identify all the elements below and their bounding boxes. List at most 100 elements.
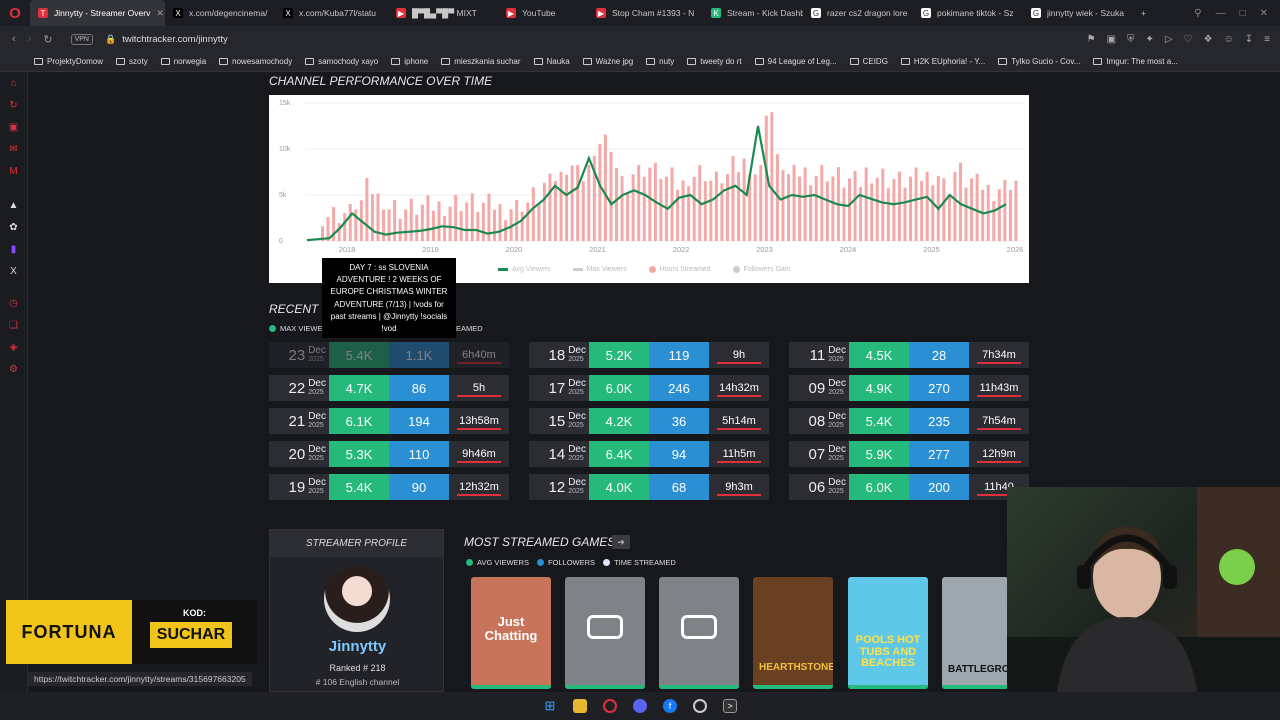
x-icon[interactable]: X: [10, 266, 17, 277]
wallet-icon[interactable]: ▣: [8, 122, 19, 133]
stream-row[interactable]: 22 Dec 2025 4.7K 86 5h: [269, 375, 509, 401]
game-card[interactable]: HEARTHSTONE: [753, 577, 833, 689]
bookmark-item[interactable]: nowesamochody: [219, 57, 292, 66]
stream-row[interactable]: 14 Dec 2025 6.4K 94 11h5m: [529, 441, 769, 467]
bookmark-item[interactable]: norwegia: [160, 57, 206, 66]
windows-start-icon[interactable]: ⊞: [544, 698, 556, 713]
stream-row[interactable]: 23 Dec 2025 5.4K 1.1K 6h40m: [269, 342, 509, 368]
stream-row[interactable]: 21 Dec 2025 6.1K 194 13h58m: [269, 408, 509, 434]
stream-followers: 110: [389, 441, 449, 467]
twitch-icon[interactable]: ▮: [10, 244, 17, 255]
bookmark-item[interactable]: iphone: [391, 57, 428, 66]
bookmark-item[interactable]: Ważne jpg: [582, 57, 633, 66]
tab-4[interactable]: ▶ YouTube: [498, 0, 588, 26]
forward-icon[interactable]: ›: [27, 33, 32, 45]
legend-avg-viewers[interactable]: Avg Viewers: [498, 266, 551, 273]
cube-icon[interactable]: ❏: [9, 320, 18, 331]
tab-close-icon[interactable]: ✕: [156, 7, 164, 18]
streamer-name[interactable]: Jinnytty: [328, 638, 387, 655]
bookmark-item[interactable]: tweety do rt: [687, 57, 742, 66]
stream-row[interactable]: 15 Dec 2025 4.2K 36 5h14m: [529, 408, 769, 434]
play-icon[interactable]: ▷: [1164, 33, 1173, 45]
legend-followers-gain[interactable]: Followers Gain: [732, 266, 790, 273]
hours-bar: [681, 180, 685, 241]
profile-icon[interactable]: ☺: [1223, 33, 1234, 45]
stream-row[interactable]: 12 Dec 2025 4.0K 68 9h3m: [529, 474, 769, 500]
discord-icon[interactable]: [633, 699, 647, 713]
bookmark-item[interactable]: mieszkania suchar: [441, 57, 521, 66]
gmail-icon[interactable]: M: [9, 166, 18, 177]
history-icon[interactable]: ↻: [9, 100, 18, 111]
legend-hours-streamed[interactable]: Hours Streamed: [648, 266, 711, 273]
games-more-button[interactable]: ➔: [612, 535, 630, 549]
terminal-icon[interactable]: >: [723, 699, 737, 713]
reload-icon[interactable]: ↻: [43, 33, 53, 46]
download-icon[interactable]: ↧: [1244, 33, 1254, 45]
snapshot-icon[interactable]: ▣: [1106, 33, 1117, 45]
game-card[interactable]: [565, 577, 645, 689]
bookmark-item[interactable]: Tylko Gucio - Cov...: [998, 57, 1080, 66]
home-icon[interactable]: ⌂: [10, 78, 17, 89]
bookmark-item[interactable]: ProjektyDomow: [34, 57, 103, 66]
stream-row[interactable]: 09 Dec 2025 4.9K 270 11h43m: [789, 375, 1029, 401]
performance-chart[interactable]: 0 5k 10k 15k 2018 2019 2020 2021 2022 2023 2024 202…: [269, 95, 1029, 283]
heart-icon[interactable]: ♡: [1183, 33, 1193, 45]
stream-row[interactable]: 08 Dec 2025 5.4K 235 7h54m: [789, 408, 1029, 434]
stream-row[interactable]: 20 Dec 2025 5.3K 110 9h46m: [269, 441, 509, 467]
bookmark-item[interactable]: Imgur: The most a...: [1093, 57, 1178, 66]
legend-max-viewers[interactable]: Max Viewers: [572, 266, 627, 273]
new-tab-button[interactable]: +: [1141, 8, 1146, 18]
stream-row[interactable]: 19 Dec 2025 5.4K 90 12h32m: [269, 474, 509, 500]
bookmark-item[interactable]: CEIDG: [849, 57, 888, 66]
obs-icon[interactable]: [693, 699, 707, 713]
close-icon[interactable]: ✕: [1259, 7, 1268, 19]
bookmark-item[interactable]: H2K EUphoria! - Y...: [900, 57, 985, 66]
game-card[interactable]: POOLS HOT TUBS AND BEACHES: [848, 577, 928, 689]
extensions-icon[interactable]: ❖: [1203, 33, 1213, 45]
shield-icon[interactable]: ⛨: [1127, 33, 1135, 45]
pin-icon[interactable]: ⚑: [1086, 33, 1096, 45]
bookmark-item[interactable]: samochody xayo: [305, 57, 378, 66]
stream-row[interactable]: 06 Dec 2025 6.0K 200 11h40: [789, 474, 1029, 500]
vpn-badge[interactable]: VPN: [70, 33, 93, 45]
stream-row[interactable]: 18 Dec 2025 5.2K 119 9h: [529, 342, 769, 368]
avatar[interactable]: [324, 566, 390, 632]
game-card[interactable]: Just Chatting: [471, 577, 551, 689]
settings-icon[interactable]: ⚙: [9, 364, 18, 375]
tab-0[interactable]: T Jinnytty - Streamer Overv ✕: [30, 0, 165, 26]
opera-taskbar-icon[interactable]: [603, 699, 617, 713]
opera-logo-icon[interactable]: O: [9, 4, 21, 22]
bookmark-item[interactable]: szoty: [116, 57, 148, 66]
facebook-icon[interactable]: f: [663, 699, 677, 713]
bookmark-item[interactable]: nuty: [646, 57, 674, 66]
aria-icon[interactable]: ▲: [8, 200, 19, 211]
tab-5[interactable]: ▶ Stop Cham #1393 - N: [588, 0, 703, 26]
search-icon[interactable]: ⚲: [1194, 7, 1202, 19]
ai-icon[interactable]: ✦: [1145, 33, 1154, 45]
minimize-icon[interactable]: —: [1215, 7, 1226, 19]
bookmark-item[interactable]: 94 League of Leg...: [754, 57, 837, 66]
hours-bar: [598, 143, 602, 241]
bookmark-item[interactable]: Nauka: [533, 57, 570, 66]
tab-3[interactable]: ▶ █▀█▄▀█▀ MIXT: [388, 0, 498, 26]
url-field[interactable]: twitchtracker.com/jinnytty: [122, 33, 228, 45]
game-card[interactable]: BATTLEGROUND: [942, 577, 1008, 689]
chatgpt-icon[interactable]: ✿: [9, 222, 18, 233]
back-icon[interactable]: ‹: [12, 33, 16, 45]
stream-row[interactable]: 17 Dec 2025 6.0K 246 14h32m: [529, 375, 769, 401]
stream-row[interactable]: 07 Dec 2025 5.9K 277 12h9m: [789, 441, 1029, 467]
tab-6[interactable]: K Stream - Kick Dashb: [703, 0, 803, 26]
game-card[interactable]: [659, 577, 739, 689]
stream-row[interactable]: 11 Dec 2025 4.5K 28 7h34m: [789, 342, 1029, 368]
file-explorer-icon[interactable]: [573, 699, 587, 713]
menu-icon[interactable]: ≡: [1264, 33, 1270, 45]
bulb-icon[interactable]: ◈: [9, 342, 18, 353]
messenger-icon[interactable]: ✉: [9, 144, 18, 155]
maximize-icon[interactable]: □: [1239, 7, 1246, 19]
clock-icon[interactable]: ◷: [9, 298, 18, 309]
